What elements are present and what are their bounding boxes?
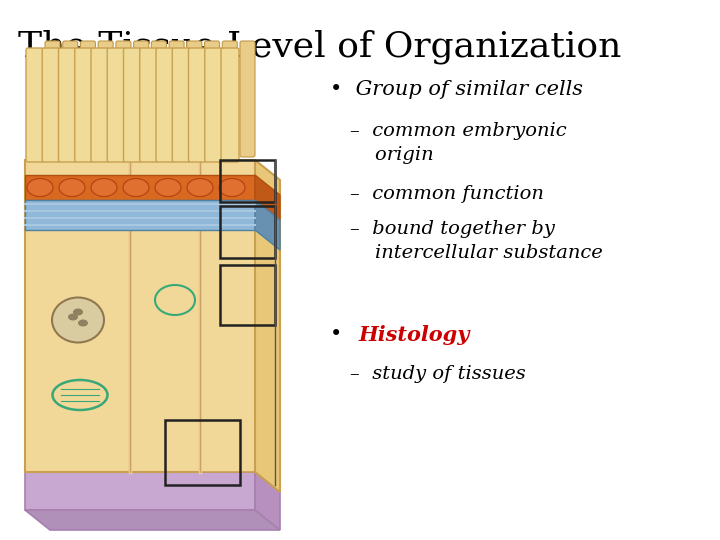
FancyBboxPatch shape: [204, 48, 222, 162]
Polygon shape: [255, 175, 280, 220]
FancyBboxPatch shape: [240, 41, 255, 157]
Polygon shape: [130, 160, 200, 472]
Ellipse shape: [52, 298, 104, 342]
FancyBboxPatch shape: [151, 41, 166, 157]
FancyBboxPatch shape: [221, 48, 239, 162]
Text: –  bound together by
    intercellular substance: – bound together by intercellular substa…: [350, 220, 603, 261]
FancyBboxPatch shape: [140, 48, 158, 162]
FancyBboxPatch shape: [172, 48, 190, 162]
Ellipse shape: [68, 314, 78, 321]
FancyBboxPatch shape: [189, 48, 207, 162]
Ellipse shape: [78, 320, 88, 327]
Text: –  common embryonic
    origin: – common embryonic origin: [350, 122, 567, 164]
Text: –  common function: – common function: [350, 185, 544, 203]
FancyBboxPatch shape: [107, 48, 125, 162]
FancyBboxPatch shape: [98, 41, 113, 157]
Ellipse shape: [155, 179, 181, 197]
Polygon shape: [200, 160, 255, 472]
FancyBboxPatch shape: [124, 48, 142, 162]
Polygon shape: [25, 200, 255, 230]
Polygon shape: [255, 160, 280, 492]
FancyBboxPatch shape: [169, 41, 184, 157]
Ellipse shape: [219, 179, 245, 197]
FancyBboxPatch shape: [204, 41, 220, 157]
FancyBboxPatch shape: [91, 48, 109, 162]
Ellipse shape: [73, 308, 83, 315]
Text: Histology: Histology: [358, 325, 469, 345]
Text: •: •: [330, 325, 356, 344]
Ellipse shape: [123, 179, 149, 197]
FancyBboxPatch shape: [42, 48, 60, 162]
FancyBboxPatch shape: [156, 48, 174, 162]
Ellipse shape: [91, 179, 117, 197]
FancyBboxPatch shape: [222, 41, 238, 157]
Text: The Tissue Level of Organization: The Tissue Level of Organization: [18, 30, 621, 64]
Polygon shape: [25, 510, 280, 530]
Polygon shape: [255, 472, 280, 530]
FancyBboxPatch shape: [134, 41, 148, 157]
FancyBboxPatch shape: [186, 41, 202, 157]
Polygon shape: [255, 200, 280, 250]
FancyBboxPatch shape: [58, 48, 76, 162]
FancyBboxPatch shape: [63, 41, 78, 157]
FancyBboxPatch shape: [81, 41, 96, 157]
FancyBboxPatch shape: [75, 48, 93, 162]
FancyBboxPatch shape: [45, 41, 60, 157]
Ellipse shape: [187, 179, 213, 197]
Bar: [165, 420, 240, 485]
Text: –  study of tissues: – study of tissues: [350, 365, 526, 383]
Text: •  Group of similar cells: • Group of similar cells: [330, 80, 583, 99]
Polygon shape: [25, 472, 255, 510]
Ellipse shape: [59, 179, 85, 197]
Polygon shape: [25, 160, 130, 472]
FancyBboxPatch shape: [116, 41, 131, 157]
Bar: [220, 265, 275, 325]
Ellipse shape: [27, 179, 53, 197]
FancyBboxPatch shape: [26, 48, 44, 162]
Bar: [220, 160, 275, 202]
Polygon shape: [25, 175, 255, 200]
Bar: [220, 206, 275, 258]
